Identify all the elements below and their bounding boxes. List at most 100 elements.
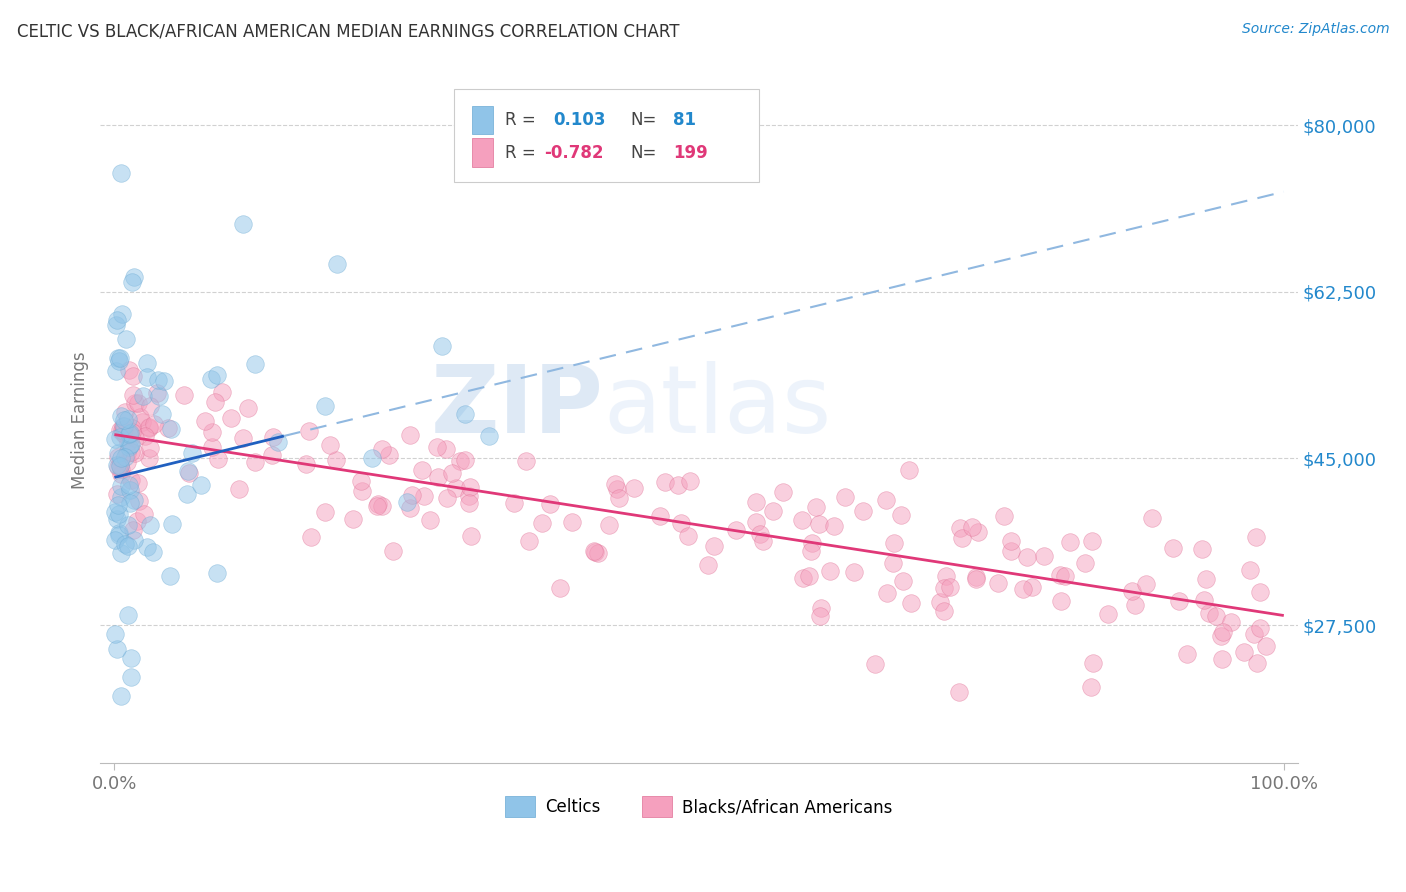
Point — [107, 450, 129, 465]
Point — [228, 482, 250, 496]
Point — [110, 546, 132, 560]
Text: Source: ZipAtlas.com: Source: ZipAtlas.com — [1241, 22, 1389, 37]
Text: 0.103: 0.103 — [553, 111, 606, 129]
Point — [122, 533, 145, 547]
Point — [515, 454, 537, 468]
Point — [131, 415, 153, 429]
Point — [295, 457, 318, 471]
Point — [1219, 615, 1241, 629]
Point — [121, 670, 143, 684]
Point — [105, 487, 128, 501]
Point — [104, 432, 127, 446]
Point — [965, 572, 987, 586]
Point — [1195, 573, 1218, 587]
Point — [458, 480, 481, 494]
Point — [1140, 511, 1163, 525]
Point — [934, 582, 956, 596]
Point — [117, 363, 139, 377]
Point — [790, 513, 813, 527]
Point — [205, 368, 228, 382]
Point — [118, 426, 141, 441]
Point — [1097, 607, 1119, 621]
Point — [111, 418, 134, 433]
Point — [236, 401, 259, 415]
Point — [502, 496, 524, 510]
Point — [623, 481, 645, 495]
Point — [1080, 680, 1102, 694]
Point — [108, 527, 131, 541]
Point — [478, 428, 501, 442]
Point — [108, 423, 131, 437]
Point — [176, 464, 198, 478]
Point — [1135, 576, 1157, 591]
Point — [583, 544, 606, 558]
Point — [143, 417, 166, 431]
Point — [669, 516, 692, 530]
Point — [108, 507, 131, 521]
Point — [460, 529, 482, 543]
Point — [117, 539, 139, 553]
Point — [112, 421, 135, 435]
Point — [440, 467, 463, 481]
Point — [112, 426, 135, 441]
Point — [105, 458, 128, 472]
Point — [399, 500, 422, 515]
Point — [666, 478, 689, 492]
Point — [371, 499, 394, 513]
Point — [121, 523, 143, 537]
Text: atlas: atlas — [603, 360, 831, 452]
Point — [108, 525, 131, 540]
Point — [128, 494, 150, 508]
Point — [928, 595, 950, 609]
Point — [444, 481, 467, 495]
Point — [1249, 621, 1271, 635]
Point — [110, 458, 132, 473]
Point — [110, 409, 132, 424]
Point — [1032, 549, 1054, 563]
Point — [105, 364, 128, 378]
Point — [108, 458, 131, 472]
Point — [679, 474, 702, 488]
Point — [882, 557, 904, 571]
Point — [121, 369, 143, 384]
Point — [1198, 606, 1220, 620]
Point — [108, 430, 131, 444]
Point — [586, 546, 609, 560]
Point — [890, 508, 912, 522]
Point — [399, 428, 422, 442]
Point — [173, 388, 195, 402]
Point — [1000, 544, 1022, 558]
Point — [1125, 598, 1147, 612]
Point — [160, 517, 183, 532]
Point — [176, 486, 198, 500]
Point — [298, 424, 321, 438]
Text: CELTIC VS BLACK/AFRICAN AMERICAN MEDIAN EARNINGS CORRELATION CHART: CELTIC VS BLACK/AFRICAN AMERICAN MEDIAN … — [17, 22, 679, 40]
Point — [820, 564, 842, 578]
Point — [120, 445, 142, 459]
Point — [367, 497, 389, 511]
Point — [1205, 609, 1227, 624]
Point — [201, 441, 224, 455]
Point — [136, 369, 159, 384]
Point — [962, 519, 984, 533]
Point — [120, 496, 142, 510]
Point — [426, 440, 449, 454]
Point — [134, 507, 156, 521]
Point — [676, 529, 699, 543]
Point — [436, 442, 458, 456]
Point — [129, 410, 152, 425]
Point — [157, 421, 180, 435]
Point — [124, 396, 146, 410]
Point — [607, 491, 630, 505]
Point — [419, 513, 441, 527]
Point — [1211, 652, 1233, 666]
Point — [1249, 585, 1271, 599]
Point — [650, 509, 672, 524]
Point — [110, 462, 132, 476]
Point — [436, 491, 458, 505]
Point — [138, 441, 160, 455]
Point — [115, 332, 138, 346]
Point — [124, 431, 146, 445]
Point — [1121, 584, 1143, 599]
Point — [121, 275, 143, 289]
